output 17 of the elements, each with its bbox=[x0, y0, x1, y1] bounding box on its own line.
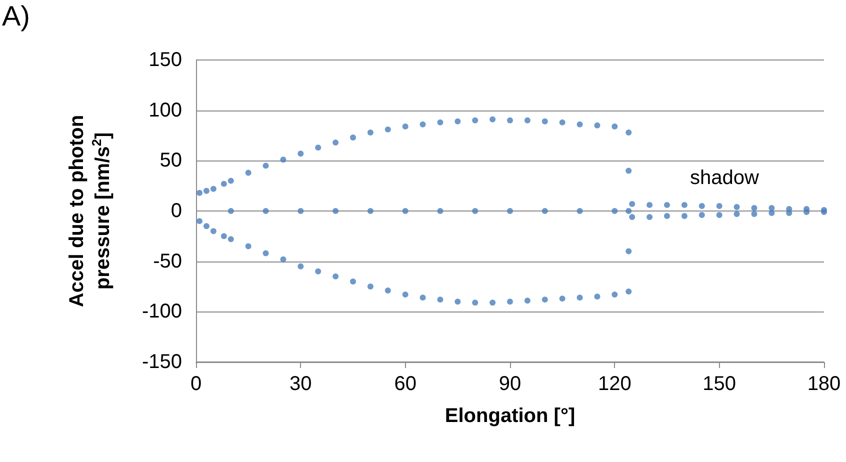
x-tick-label: 90 bbox=[498, 373, 522, 395]
x-tick-label: 180 bbox=[807, 373, 841, 395]
x-tick-label: 120 bbox=[598, 373, 632, 395]
annotation: shadow bbox=[690, 167, 760, 189]
x-tick-label: 30 bbox=[290, 373, 312, 395]
y-tick-label: -50 bbox=[153, 250, 182, 272]
y-tick-label: 50 bbox=[160, 150, 182, 172]
y-tick-label: 0 bbox=[170, 200, 182, 222]
text: A) bbox=[2, 0, 30, 32]
x-tick-label: 150 bbox=[702, 373, 736, 395]
x-tick-label: 0 bbox=[190, 373, 202, 395]
y-tick-label: -100 bbox=[142, 300, 182, 323]
y-tick-label: 150 bbox=[148, 49, 182, 71]
x-tick-label: 60 bbox=[394, 373, 416, 395]
y-tick-label: -150 bbox=[142, 351, 182, 373]
x-axis-title: Elongation [°] bbox=[444, 405, 576, 427]
y-tick-label: 100 bbox=[148, 99, 182, 122]
